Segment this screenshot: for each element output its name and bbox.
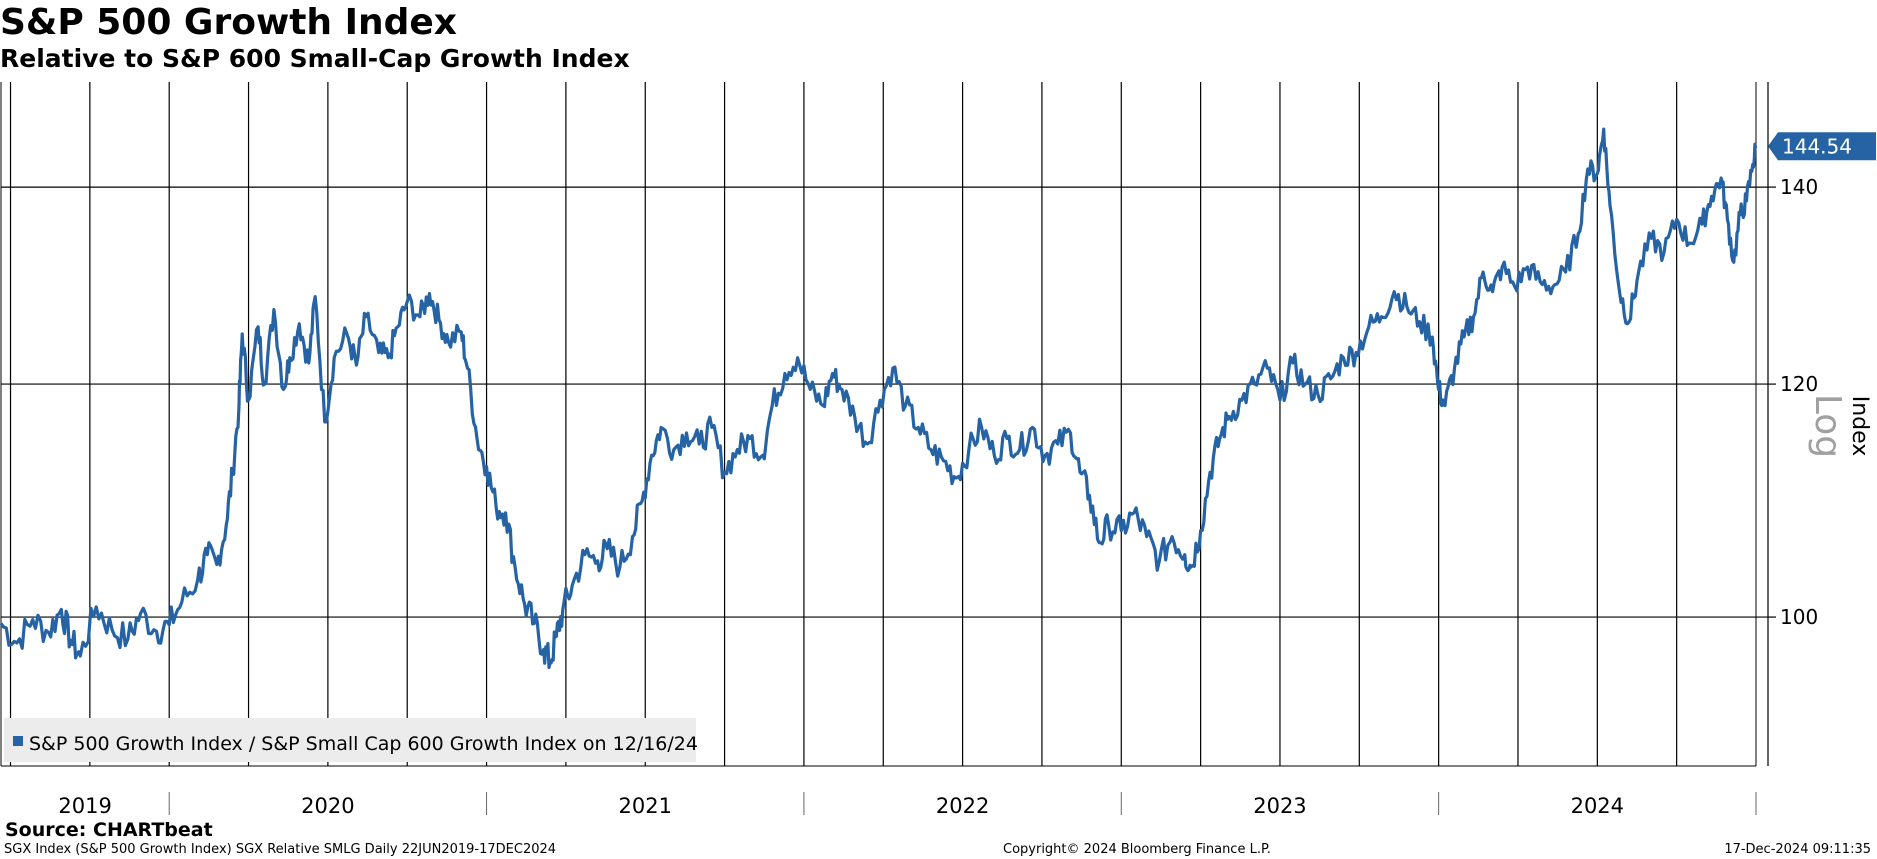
x-tick-label: 2022: [936, 794, 989, 818]
chart-subtitle: Relative to S&P 600 Small-Cap Growth Ind…: [0, 44, 630, 73]
footer-copyright: Copyright© 2024 Bloomberg Finance L.P.: [1003, 842, 1271, 857]
y-axis-title: Index: [1847, 396, 1872, 457]
last-value-badge: [1768, 132, 1876, 161]
legend-text: S&P 500 Growth Index / S&P Small Cap 600…: [29, 733, 698, 755]
x-tick-label: 2024: [1571, 794, 1624, 818]
y-tick-label: 100: [1780, 605, 1818, 629]
y-tick-label: 140: [1780, 175, 1818, 199]
horizontal-gridlines: [1, 186, 1768, 618]
last-value-label: 144.54: [1782, 134, 1852, 158]
footer-timestamp: 17-Dec-2024 09:11:35: [1724, 842, 1871, 857]
chart-title: S&P 500 Growth Index: [0, 2, 458, 43]
footer-description: SGX Index (S&P 500 Growth Index) SGX Rel…: [4, 842, 557, 857]
x-tick-label: 2023: [1253, 794, 1306, 818]
last-value-marker: 144.54: [1768, 132, 1876, 161]
legend: S&P 500 Growth Index / S&P Small Cap 600…: [4, 718, 698, 762]
source-label: Source: CHARTbeat: [5, 819, 213, 841]
legend-swatch: [13, 736, 23, 746]
series-line: [0, 127, 1758, 670]
y-axis: 100 120 140: [1768, 175, 1818, 629]
y-tick-label: 120: [1780, 372, 1818, 396]
x-tick-label: 2019: [58, 794, 111, 818]
x-axis: 2019 2020 2021 2022 2023 2024: [58, 792, 1757, 818]
vertical-gridlines: [9, 82, 1678, 766]
log-scale-label: Log: [1807, 394, 1848, 458]
x-tick-label: 2020: [301, 794, 354, 818]
x-tick-label: 2021: [619, 794, 672, 818]
legend-background: [4, 718, 696, 762]
